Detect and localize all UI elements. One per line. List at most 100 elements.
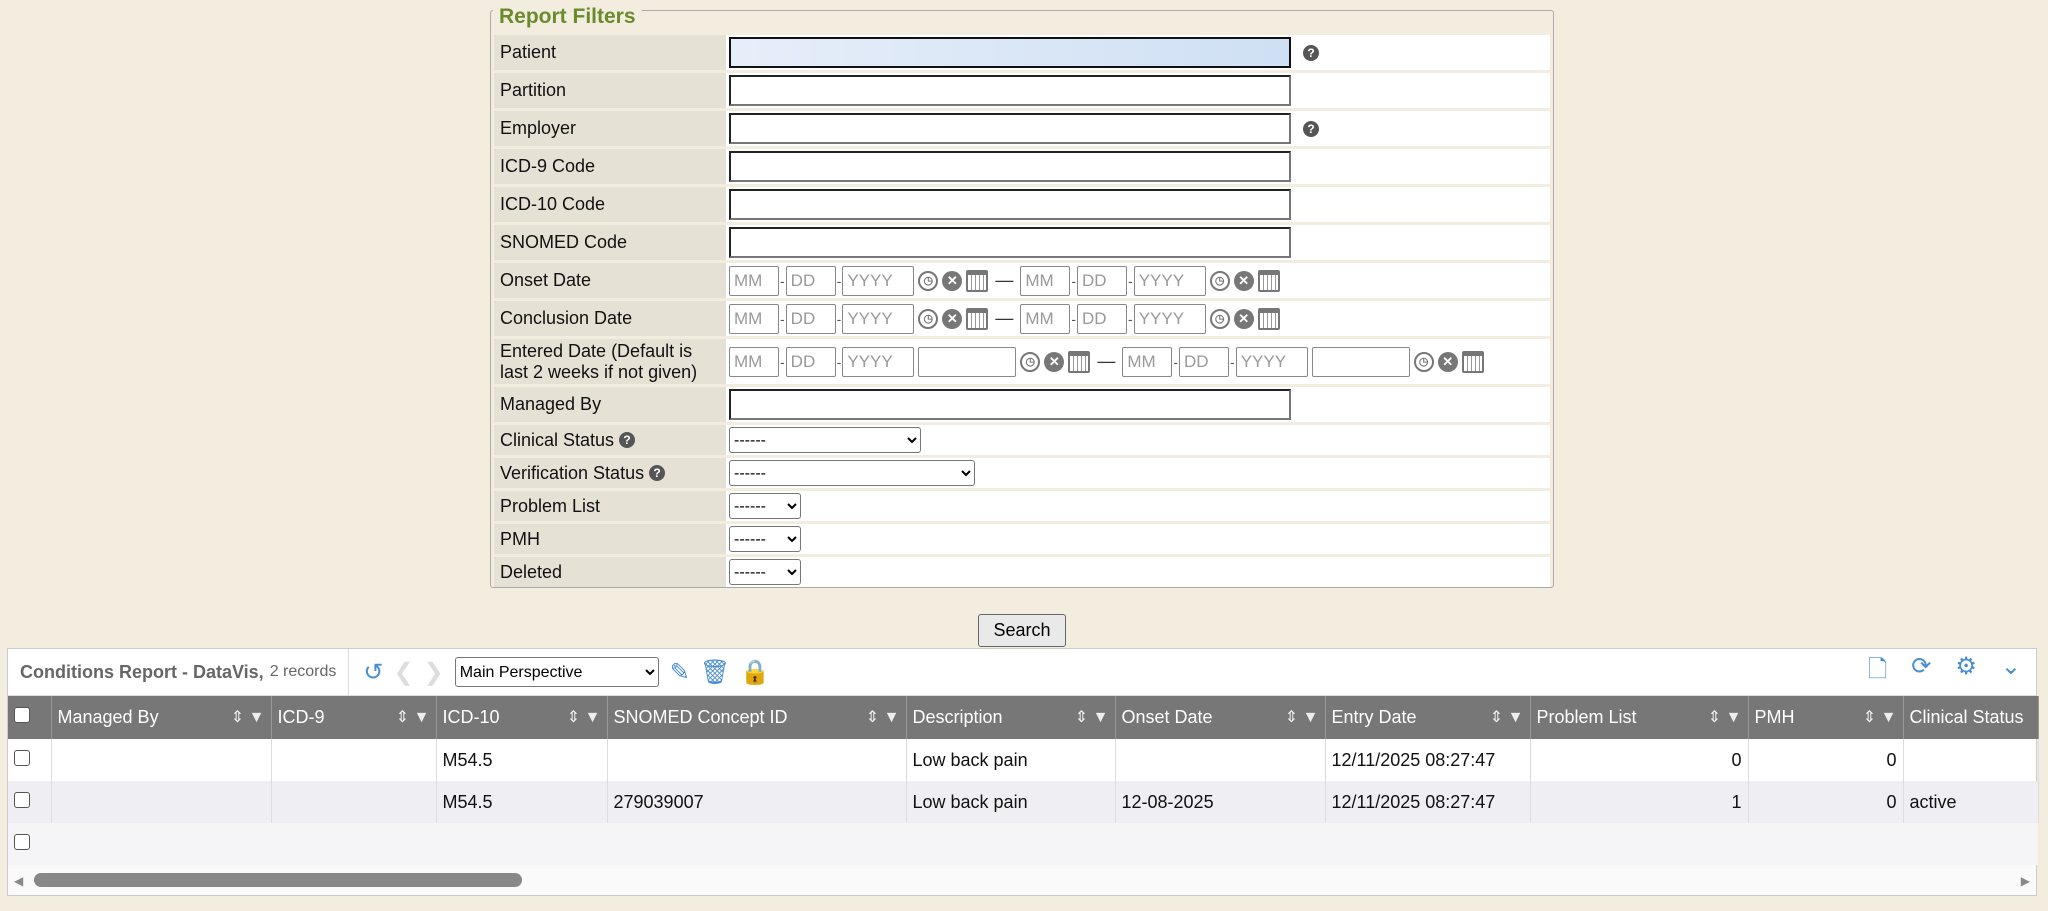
clear-icon[interactable]: ✕ <box>942 270 963 291</box>
entered-from-time[interactable] <box>918 346 1017 377</box>
onset-to-month[interactable]: MM <box>1020 265 1071 296</box>
filter-icon[interactable]: ▼ <box>1725 709 1742 726</box>
column-header[interactable]: ICD-9 ⇕ ▼ <box>271 696 437 739</box>
perspective-select[interactable]: Main Perspective <box>454 657 659 687</box>
filter-icon[interactable]: ▼ <box>248 709 265 726</box>
conclusion-from-month[interactable]: MM <box>729 303 779 334</box>
snomed-input[interactable] <box>729 227 1291 258</box>
table-row[interactable]: M54.5 279039007 Low back pain 12-08-2025 12/… <box>8 781 2039 823</box>
calendar-icon[interactable] <box>966 307 989 330</box>
onset-to-day[interactable]: DD <box>1077 265 1128 296</box>
calendar-icon[interactable] <box>1257 307 1280 330</box>
select-all-checkbox[interactable] <box>14 707 30 723</box>
partition-input[interactable] <box>729 75 1291 106</box>
help-icon[interactable]: ? <box>1303 44 1319 61</box>
icd9-input[interactable] <box>729 151 1291 182</box>
conclusion-to-year[interactable]: YYYY <box>1133 303 1206 334</box>
clinical-select[interactable]: ------ <box>729 427 921 453</box>
horizontal-scrollbar[interactable]: ◀ ▶ <box>8 865 2036 895</box>
lock-icon[interactable]: 🔒 <box>740 658 771 686</box>
sort-icon[interactable]: ⇕ <box>566 709 581 726</box>
sort-icon[interactable]: ⇕ <box>865 709 880 726</box>
table-row[interactable]: M54.5 Low back pain 12/11/2025 08:27:47 0 0 <box>8 739 2039 781</box>
filter-icon[interactable]: ▼ <box>1880 709 1897 726</box>
pencil-icon[interactable]: ✎ <box>669 658 690 686</box>
filter-icon[interactable]: ▼ <box>413 709 430 726</box>
entered-to-month[interactable]: MM <box>1122 346 1173 377</box>
entered-from-day[interactable]: DD <box>785 346 836 377</box>
row-select[interactable] <box>8 739 52 781</box>
filter-icon[interactable]: ▼ <box>1507 709 1524 726</box>
conclusion-to-month[interactable]: MM <box>1020 303 1071 334</box>
conclusion-from-year[interactable]: YYYY <box>842 303 915 334</box>
gear-icon[interactable]: ⚙ <box>1955 652 1977 680</box>
employer-input[interactable] <box>729 113 1291 144</box>
sort-icon[interactable]: ⇕ <box>1284 709 1299 726</box>
clock-icon[interactable]: ◷ <box>1413 351 1434 372</box>
clear-icon[interactable]: ✕ <box>1044 351 1065 372</box>
column-header[interactable]: SNOMED Concept ID ⇕ ▼ <box>607 696 907 739</box>
row-checkbox[interactable] <box>14 833 30 850</box>
clear-icon[interactable]: ✕ <box>942 308 963 329</box>
column-header[interactable]: Clinical Status <box>1903 696 2039 739</box>
entered-to-day[interactable]: DD <box>1179 346 1230 377</box>
calendar-icon[interactable] <box>1257 269 1280 292</box>
sort-icon[interactable]: ⇕ <box>1074 709 1089 726</box>
row-select[interactable] <box>8 781 52 823</box>
pmh-select[interactable]: ------ <box>729 526 801 552</box>
filter-icon[interactable]: ▼ <box>584 709 601 726</box>
help-icon[interactable]: ? <box>649 465 666 481</box>
clock-icon[interactable]: ◷ <box>918 270 939 291</box>
entered-to-year[interactable]: YYYY <box>1235 346 1308 377</box>
conclusion-from-day[interactable]: DD <box>785 303 836 334</box>
column-header[interactable]: Onset Date ⇕ ▼ <box>1115 696 1326 739</box>
entered-from-year[interactable]: YYYY <box>842 346 915 377</box>
scroll-left-icon[interactable]: ◀ <box>14 874 24 888</box>
sort-icon[interactable]: ⇕ <box>1707 709 1722 726</box>
sort-icon[interactable]: ⇕ <box>395 709 410 726</box>
clock-icon[interactable]: ◷ <box>1020 351 1041 372</box>
clear-icon[interactable]: ✕ <box>1437 351 1458 372</box>
onset-from-month[interactable]: MM <box>729 265 779 296</box>
chevron-down-icon[interactable]: ⌄ <box>2000 652 2021 680</box>
row-checkbox[interactable] <box>14 749 30 766</box>
help-icon[interactable]: ? <box>1303 120 1319 137</box>
help-icon[interactable]: ? <box>619 432 636 448</box>
problem-select[interactable]: ------ <box>729 493 801 519</box>
onset-to-year[interactable]: YYYY <box>1133 265 1206 296</box>
undo-icon[interactable]: ↺ <box>363 658 384 686</box>
patient-input[interactable] <box>729 37 1291 68</box>
sort-icon[interactable]: ⇕ <box>1862 709 1877 726</box>
calendar-icon[interactable] <box>1068 350 1091 373</box>
verification-select[interactable]: ------ <box>729 460 975 486</box>
refresh-icon[interactable]: ⟳ <box>1911 652 1932 680</box>
managed-input[interactable] <box>729 389 1291 420</box>
column-header[interactable]: Description ⇕ ▼ <box>906 696 1116 739</box>
clock-icon[interactable]: ◷ <box>1209 308 1230 329</box>
icd10-input[interactable] <box>729 189 1291 220</box>
onset-from-year[interactable]: YYYY <box>842 265 915 296</box>
column-header[interactable]: PMH ⇕ ▼ <box>1748 696 1904 739</box>
select-all-header[interactable] <box>8 696 52 739</box>
row-checkbox[interactable] <box>14 791 30 808</box>
clear-icon[interactable]: ✕ <box>1233 308 1254 329</box>
filter-icon[interactable]: ▼ <box>1092 709 1109 726</box>
forward-icon[interactable]: ❯ <box>423 658 444 686</box>
filter-icon[interactable]: ▼ <box>883 709 900 726</box>
file-icon[interactable]: 🗋 <box>1867 655 1888 683</box>
filter-icon[interactable]: ▼ <box>1302 709 1319 726</box>
column-header[interactable]: Managed By ⇕ ▼ <box>51 696 272 739</box>
onset-from-day[interactable]: DD <box>785 265 836 296</box>
column-header[interactable]: Entry Date ⇕ ▼ <box>1325 696 1531 739</box>
conclusion-to-day[interactable]: DD <box>1077 303 1128 334</box>
scrollbar-thumb[interactable] <box>34 873 522 887</box>
calendar-icon[interactable] <box>1461 350 1484 373</box>
back-icon[interactable]: ❮ <box>393 658 414 686</box>
sort-icon[interactable]: ⇕ <box>1489 709 1504 726</box>
scroll-right-icon[interactable]: ▶ <box>2020 874 2030 888</box>
entered-from-month[interactable]: MM <box>729 346 779 377</box>
clock-icon[interactable]: ◷ <box>918 308 939 329</box>
column-header[interactable]: Problem List ⇕ ▼ <box>1530 696 1749 739</box>
trash-icon[interactable]: 🗑 <box>699 658 731 686</box>
clock-icon[interactable]: ◷ <box>1209 270 1230 291</box>
